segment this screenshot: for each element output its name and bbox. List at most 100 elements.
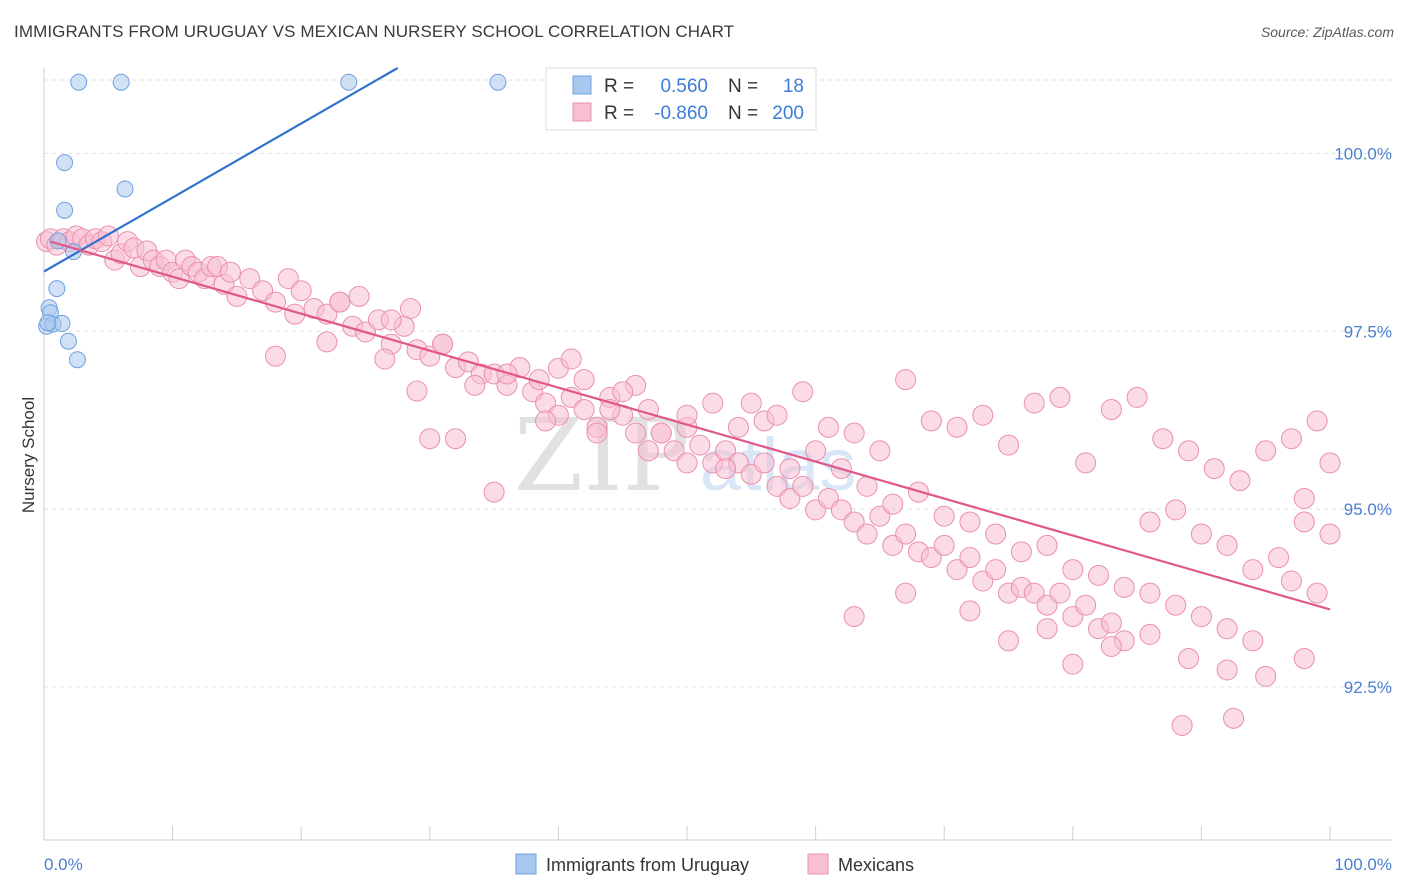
mexicans-point bbox=[1293, 648, 1315, 670]
mexicans-point bbox=[348, 285, 370, 307]
mexicans-point bbox=[290, 280, 312, 302]
mexicans-point bbox=[406, 380, 428, 402]
mexicans-point bbox=[573, 399, 595, 421]
mexicans-point bbox=[1062, 653, 1084, 675]
mexicans-point bbox=[483, 481, 505, 503]
uruguay-point bbox=[56, 201, 74, 219]
mexicans-point bbox=[895, 369, 917, 391]
mexicans-point bbox=[1293, 487, 1315, 509]
mexicans-point bbox=[663, 440, 685, 462]
axis-layer: 100.0% 97.5% 95.0% 92.5% bbox=[43, 68, 1392, 841]
mexicans-point bbox=[676, 452, 698, 474]
mexicans-point bbox=[959, 600, 981, 622]
mexicans-point bbox=[843, 422, 865, 444]
mexicans-point bbox=[882, 493, 904, 515]
mexicans-point bbox=[998, 630, 1019, 652]
mexicans-point bbox=[1319, 452, 1341, 474]
mexicans-point bbox=[586, 422, 608, 444]
legend-n-value-1: 18 bbox=[783, 76, 804, 97]
uruguay-point bbox=[53, 314, 71, 332]
y-tick-label: 92.5% bbox=[1344, 678, 1392, 697]
mexicans-point bbox=[779, 487, 801, 509]
mexicans-point bbox=[946, 416, 968, 438]
uruguay-point bbox=[340, 73, 358, 91]
mexicans-point bbox=[264, 345, 286, 367]
y-axis-title: Nursery School bbox=[19, 397, 38, 513]
mexicans-point bbox=[1255, 440, 1277, 462]
mexicans-point bbox=[869, 440, 891, 462]
mexicans-point bbox=[1216, 659, 1238, 681]
mexicans-point bbox=[779, 458, 801, 480]
mexicans-point bbox=[1216, 534, 1238, 556]
mexicans-point bbox=[573, 369, 595, 391]
mexicans-point bbox=[1075, 594, 1097, 616]
mexicans-point bbox=[740, 392, 762, 414]
mexicans-point bbox=[985, 559, 1007, 581]
mexicans-point bbox=[843, 511, 865, 533]
mexicans-point bbox=[933, 534, 955, 556]
mexicans-point bbox=[374, 348, 396, 370]
mexicans-point bbox=[1280, 570, 1302, 592]
mexicans-point bbox=[329, 291, 351, 313]
mexicans-point bbox=[637, 440, 659, 462]
bottom-legend-swatch-uruguay bbox=[515, 853, 537, 875]
mexicans-point bbox=[97, 225, 119, 247]
mexicans-point bbox=[1036, 534, 1058, 556]
chart-source: Source: ZipAtlas.com bbox=[1260, 24, 1394, 40]
mexicans-point bbox=[1126, 386, 1148, 408]
mexicans-point bbox=[1113, 576, 1135, 598]
mexicans-point bbox=[689, 434, 711, 456]
mexicans-point bbox=[1023, 392, 1045, 414]
uruguay-point bbox=[489, 73, 507, 91]
mexicans-point bbox=[1062, 559, 1084, 581]
mexicans-point bbox=[1139, 623, 1161, 645]
mexicans-point bbox=[727, 416, 749, 438]
legend-r-label-1: R = bbox=[604, 76, 634, 97]
uruguay-point bbox=[70, 73, 88, 91]
mexicans-point bbox=[715, 458, 737, 480]
mexicans-point bbox=[1088, 564, 1110, 586]
mexicans-point bbox=[766, 475, 788, 497]
y-tick-label: 97.5% bbox=[1344, 322, 1392, 341]
mexicans-point bbox=[432, 333, 454, 355]
x-tick-label-right: 100.0% bbox=[1334, 855, 1392, 874]
mexicans-point bbox=[998, 434, 1019, 456]
uruguay-trend-line bbox=[43, 67, 399, 273]
mexicans-point bbox=[1268, 547, 1290, 569]
legend-r-label-2: R = bbox=[604, 103, 634, 124]
mexicans-point bbox=[1100, 635, 1122, 657]
stats-legend: R = 0.560 N = 18 R = -0.860 N = 200 bbox=[545, 67, 817, 131]
mexicans-point bbox=[792, 475, 814, 497]
mexicans-point bbox=[464, 374, 486, 396]
mexicans-point bbox=[985, 523, 1007, 545]
mexicans-point bbox=[650, 422, 672, 444]
mexicans-point bbox=[1165, 594, 1187, 616]
legend-r-value-2: -0.860 bbox=[654, 103, 708, 124]
mexicans-point bbox=[869, 505, 891, 527]
mexicans-point bbox=[1242, 559, 1264, 581]
mexicans-point bbox=[625, 422, 647, 444]
legend-r-value-1: 0.560 bbox=[660, 76, 708, 97]
uruguay-point bbox=[48, 280, 66, 298]
uruguay-point bbox=[116, 180, 134, 198]
mexicans-point bbox=[380, 309, 402, 331]
mexicans-point bbox=[702, 392, 724, 414]
bottom-legend: Immigrants from Uruguay Mexicans bbox=[515, 853, 914, 875]
mexicans-point bbox=[445, 428, 467, 450]
mexicans-point bbox=[1100, 399, 1122, 421]
mexicans-point bbox=[560, 348, 582, 370]
mexicans-point bbox=[1203, 458, 1225, 480]
mexicans-point bbox=[1036, 594, 1058, 616]
mexicans-point bbox=[1023, 582, 1045, 604]
x-tick-label-left: 0.0% bbox=[44, 855, 83, 874]
mexicans-point bbox=[753, 452, 775, 474]
mexicans-point bbox=[830, 499, 852, 521]
mexicans-point bbox=[959, 511, 981, 533]
points-layer bbox=[36, 73, 1341, 736]
legend-n-label-1: N = bbox=[728, 76, 758, 97]
bottom-legend-label-uruguay: Immigrants from Uruguay bbox=[546, 855, 749, 875]
mexicans-point bbox=[856, 523, 878, 545]
mexicans-point bbox=[1319, 523, 1341, 545]
trend-layer bbox=[43, 67, 1331, 611]
